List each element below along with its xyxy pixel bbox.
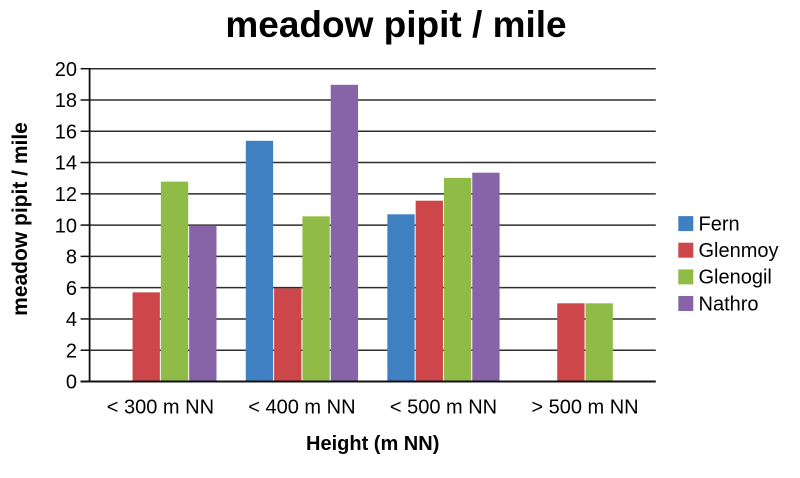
svg-text:meadow pipit / mile: meadow pipit / mile bbox=[225, 4, 566, 45]
svg-text:Fern: Fern bbox=[699, 213, 740, 235]
svg-text:> 500 m NN: > 500 m NN bbox=[531, 397, 638, 419]
svg-text:Height (m NN): Height (m NN) bbox=[306, 433, 439, 455]
svg-text:0: 0 bbox=[66, 372, 77, 394]
svg-text:6: 6 bbox=[66, 278, 77, 300]
svg-text:< 400 m NN: < 400 m NN bbox=[248, 397, 355, 419]
svg-text:Glenmoy: Glenmoy bbox=[699, 240, 779, 262]
svg-text:16: 16 bbox=[55, 121, 77, 143]
svg-text:meadow pipit / mile: meadow pipit / mile bbox=[9, 122, 32, 316]
svg-text:18: 18 bbox=[55, 90, 77, 112]
svg-text:4: 4 bbox=[66, 309, 77, 331]
svg-text:< 500 m NN: < 500 m NN bbox=[390, 397, 497, 419]
svg-text:8: 8 bbox=[66, 247, 77, 269]
svg-text:2: 2 bbox=[66, 340, 77, 362]
svg-text:20: 20 bbox=[55, 59, 77, 81]
svg-text:14: 14 bbox=[55, 153, 77, 175]
svg-text:Glenogil: Glenogil bbox=[699, 267, 772, 289]
svg-text:Nathro: Nathro bbox=[699, 293, 759, 315]
svg-text:< 300 m NN: < 300 m NN bbox=[107, 397, 214, 419]
svg-text:12: 12 bbox=[55, 184, 77, 206]
svg-text:10: 10 bbox=[55, 215, 77, 237]
